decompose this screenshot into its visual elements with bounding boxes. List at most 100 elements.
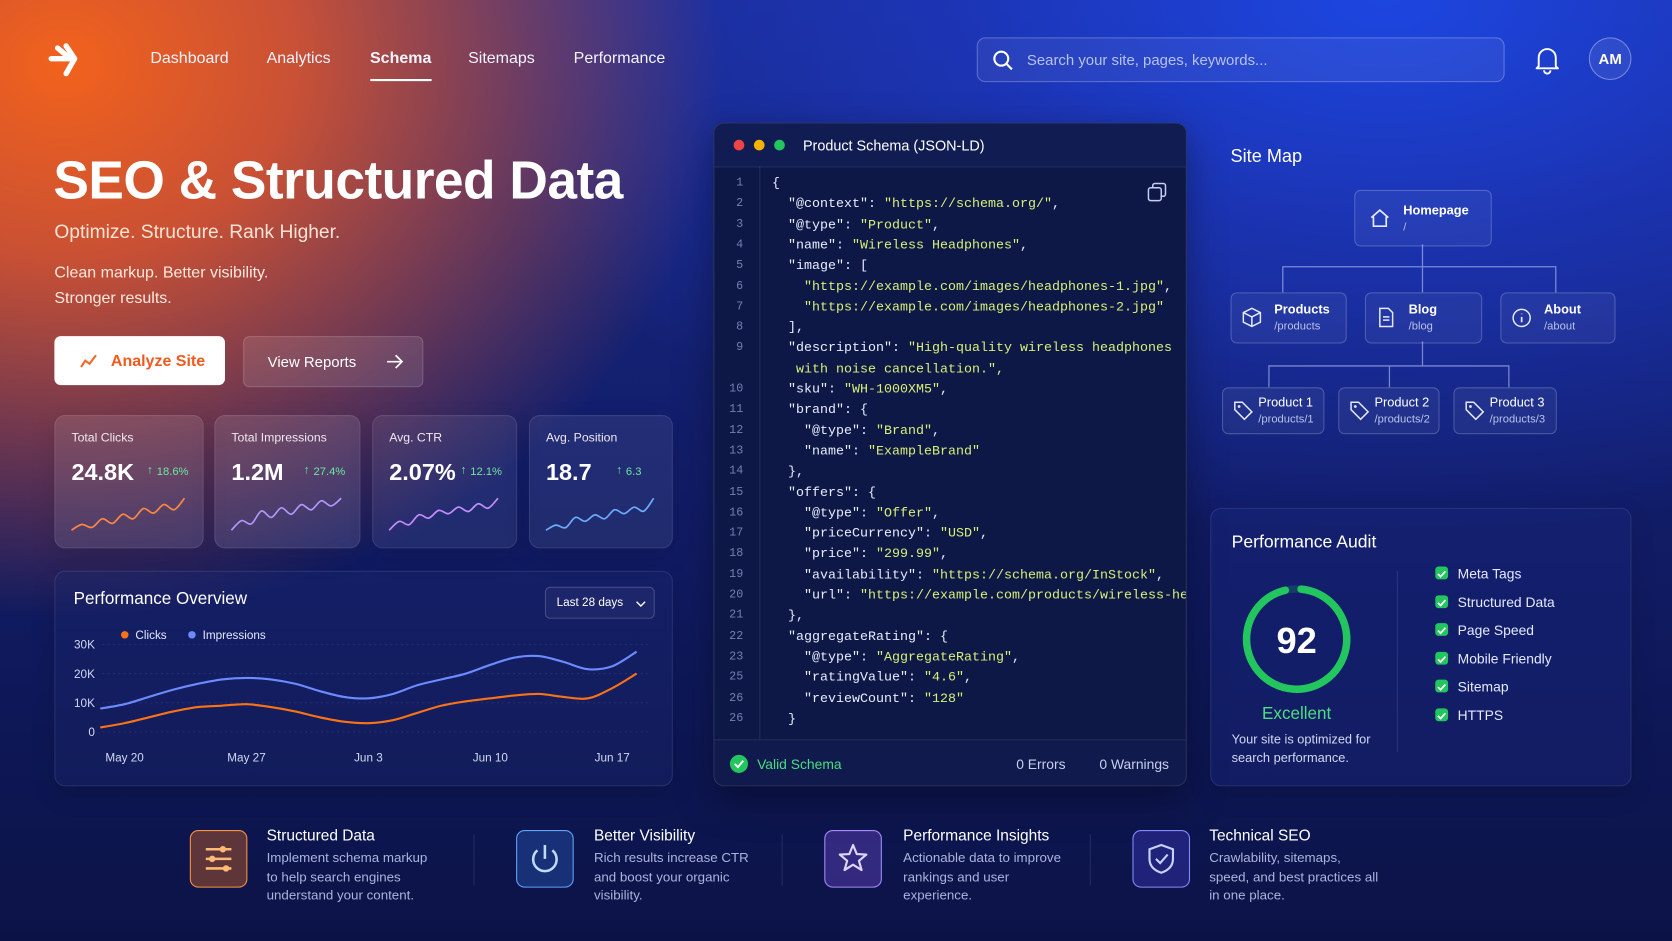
feature-title: Better Visibility bbox=[593, 827, 696, 845]
chart-title: Performance Overview bbox=[73, 589, 248, 609]
sitemap-node[interactable]: Products/products bbox=[1230, 292, 1347, 344]
code-line: "brand": { bbox=[788, 402, 869, 418]
gutter-line bbox=[759, 166, 761, 740]
divider bbox=[1396, 570, 1398, 753]
code-line: "name": "Wireless Headphones", bbox=[788, 237, 1029, 253]
node-label: Product 3 bbox=[1489, 394, 1545, 410]
stat-card: Avg. Position 18.7 ↑ 6.3 bbox=[528, 415, 673, 549]
editor-header: Product Schema (JSON-LD) bbox=[714, 123, 1186, 168]
line-number: 4 bbox=[736, 238, 744, 252]
search-placeholder: Search your site, pages, keywords... bbox=[1026, 51, 1268, 69]
check-mark bbox=[1437, 599, 1447, 607]
stat-arrow: ↑ bbox=[303, 464, 310, 477]
feature-glyph bbox=[205, 846, 232, 872]
check-mark bbox=[1437, 655, 1447, 663]
stat-change: 6.3 bbox=[625, 465, 642, 478]
stat-label: Total Impressions bbox=[231, 432, 327, 445]
code-line: "@type": "AggregateRating", bbox=[804, 649, 1021, 665]
rating: Excellent bbox=[1262, 705, 1332, 724]
check-icon bbox=[1435, 566, 1449, 580]
node-label: About bbox=[1544, 301, 1582, 317]
code-line: "@type": "Brand", bbox=[804, 423, 941, 439]
feature-icon bbox=[1132, 830, 1191, 888]
feature-description: Crawlability, sitemaps, speed, and best … bbox=[1209, 850, 1379, 903]
stat-card: Avg. CTR 2.07% ↑ 12.1% bbox=[372, 415, 518, 549]
node-icon bbox=[1234, 401, 1253, 421]
audit-note: Your site is optimized for search perfor… bbox=[1231, 731, 1371, 765]
line-number: 18 bbox=[729, 547, 744, 561]
code-line: "@context": "https://schema.org/", bbox=[788, 196, 1061, 212]
stat-change: 12.1% bbox=[470, 465, 503, 478]
button-icon bbox=[80, 354, 97, 368]
node-label: Product 1 bbox=[1258, 394, 1314, 410]
sitemap-node[interactable]: Product 3/products/3 bbox=[1453, 387, 1557, 435]
code-line: "url": "https://example.com/products/wir… bbox=[804, 587, 1186, 603]
overview-card: Performance Overview Last 28 days bbox=[54, 570, 673, 787]
nav-item[interactable]: Performance bbox=[573, 49, 666, 68]
feature-icon bbox=[189, 830, 248, 888]
code-line: "@type": "Offer", bbox=[804, 505, 941, 521]
check-icon bbox=[1435, 651, 1449, 665]
analyze-button[interactable]: Analyze Site bbox=[54, 336, 225, 386]
valid-icon bbox=[729, 754, 749, 773]
range-select[interactable]: Last 28 days bbox=[544, 586, 655, 619]
sitemap-node[interactable]: Blog/blog bbox=[1364, 292, 1483, 344]
sitemap-title: Site Map bbox=[1230, 146, 1303, 167]
node-label: Products bbox=[1274, 301, 1330, 317]
code-line: "priceCurrency": "USD", bbox=[804, 526, 989, 542]
check-label: Mobile Friendly bbox=[1457, 650, 1552, 667]
code-line: "price": "299.99", bbox=[804, 546, 949, 562]
line-number: 19 bbox=[729, 568, 744, 582]
sitemap-node[interactable]: About/about bbox=[1500, 292, 1616, 344]
sitemap-node[interactable]: Product 1/products/1 bbox=[1222, 387, 1325, 435]
check-label: Sitemap bbox=[1457, 678, 1509, 695]
warnings: 0 Warnings bbox=[1099, 756, 1169, 773]
code-line: "sku": "WH-1000XM5", bbox=[788, 381, 949, 397]
search-box[interactable]: Search your site, pages, keywords... bbox=[976, 37, 1505, 83]
schema-editor: Product Schema (JSON-LD) 1 {2 "@context":… bbox=[713, 122, 1187, 787]
search-icon bbox=[993, 50, 1013, 71]
code-line: "reviewCount": "128" bbox=[804, 690, 965, 706]
hero-title: SEO & Structured Data bbox=[53, 150, 623, 211]
feature-icon bbox=[824, 830, 882, 888]
check-icon bbox=[1435, 679, 1449, 693]
check-label: HTTPS bbox=[1457, 706, 1504, 723]
bell-icon[interactable] bbox=[1533, 45, 1561, 75]
feature-icon bbox=[516, 830, 574, 888]
sitemap-node[interactable]: Homepage / bbox=[1354, 189, 1492, 247]
hero-subtitle: Optimize. Structure. Rank Higher. bbox=[54, 220, 341, 243]
line-number: 11 bbox=[729, 403, 744, 417]
line-number: 22 bbox=[729, 630, 744, 643]
nav-item[interactable]: Sitemaps bbox=[468, 49, 535, 68]
code-line: with noise cancellation.", bbox=[772, 361, 1004, 377]
code-line: "availability": "https://schema.org/InSt… bbox=[804, 567, 1165, 583]
editor-footer: Valid Schema 0 Errors 0 Warnings bbox=[714, 739, 1186, 786]
stat-change: 27.4% bbox=[313, 465, 346, 478]
check-mark bbox=[1437, 683, 1447, 691]
feature-glyph bbox=[838, 843, 868, 872]
nav-item[interactable]: Analytics bbox=[266, 49, 331, 68]
stat-value: 24.8K bbox=[71, 458, 135, 486]
code-line: "aggregateRating": { bbox=[788, 629, 949, 644]
valid-status: Valid Schema bbox=[757, 756, 842, 773]
line-number: 23 bbox=[729, 650, 744, 664]
line-number: 15 bbox=[729, 485, 744, 499]
stat-value: 1.2M bbox=[231, 458, 284, 486]
score-ring bbox=[1242, 585, 1351, 693]
feature-divider bbox=[473, 834, 475, 886]
node-path: /products bbox=[1274, 320, 1321, 333]
code-line: } bbox=[772, 711, 797, 727]
stat-arrow: ↑ bbox=[147, 464, 154, 477]
sitemap-node[interactable]: Product 2/products/2 bbox=[1338, 387, 1440, 435]
nav-item[interactable]: Dashboard bbox=[150, 49, 229, 68]
reports-button[interactable]: View Reports bbox=[243, 336, 424, 388]
line-number: 17 bbox=[729, 527, 744, 540]
logo[interactable] bbox=[47, 39, 92, 80]
feature-title: Performance Insights bbox=[903, 827, 1050, 845]
nav-item[interactable]: Schema bbox=[370, 49, 432, 82]
line-number: 13 bbox=[729, 444, 744, 458]
line-number: 16 bbox=[729, 506, 744, 520]
copy-icon[interactable] bbox=[1147, 182, 1167, 202]
line-number: 20 bbox=[729, 588, 744, 602]
avatar[interactable]: AM bbox=[1588, 37, 1632, 81]
